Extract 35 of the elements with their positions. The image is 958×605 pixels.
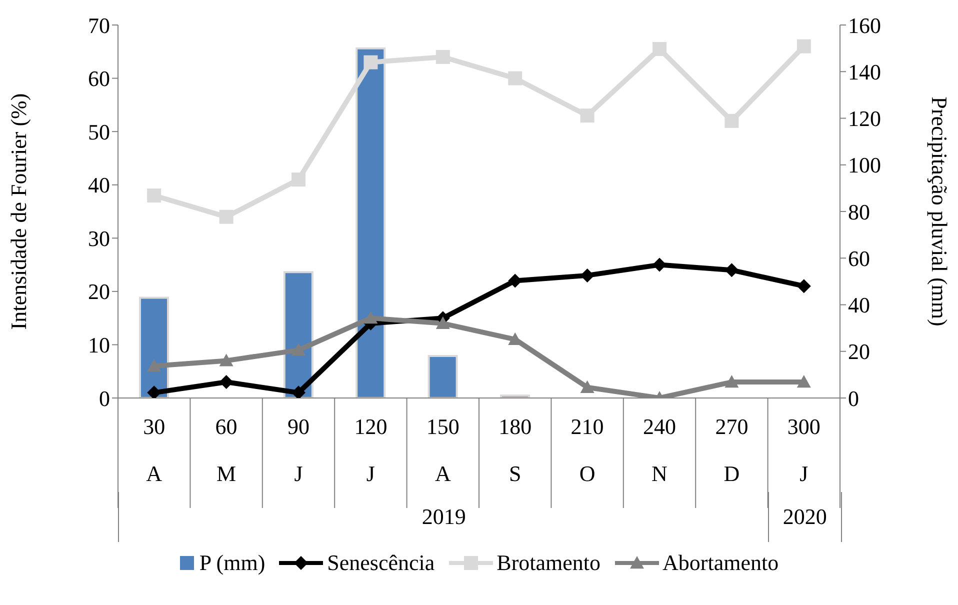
- y-tick-label: 60: [88, 66, 110, 92]
- x-tick-label: 240 N: [643, 414, 676, 486]
- x-tick-label: 300 J: [787, 414, 820, 486]
- y-axis-title: Intensidade de Fourier (%): [6, 93, 31, 330]
- legend-label: Abortamento: [662, 550, 779, 576]
- text: 2019: [118, 492, 769, 542]
- y-tick-label: 50: [88, 119, 110, 144]
- y-tick-label: 10: [88, 332, 110, 358]
- y2-tick-label: 160: [848, 12, 881, 38]
- y-tick-label: 0: [99, 386, 110, 411]
- x-tick-label: 120 J: [354, 414, 388, 486]
- x-tick-label: 210 O: [570, 414, 604, 486]
- y2-tick-label: 0: [848, 386, 859, 411]
- y-tick-label: 20: [88, 279, 110, 304]
- x-tick-label: 60 M: [215, 414, 238, 486]
- x-tick-label: 150 A: [426, 414, 460, 486]
- y2-tick-label: 100: [848, 152, 881, 178]
- y-tick-label: 70: [88, 12, 110, 38]
- text: 2020: [768, 492, 842, 542]
- y2-tick-label: 120: [848, 106, 881, 132]
- x-tick-label: 270 D: [715, 414, 748, 486]
- y-tick-label: 30: [88, 226, 110, 251]
- y2-tick-label: 140: [848, 59, 881, 84]
- x-tick-label: 30 A: [143, 414, 166, 486]
- y-tick-label: 40: [88, 172, 110, 198]
- legend-label: P (mm): [199, 550, 266, 576]
- y2-tick-label: 80: [848, 199, 870, 224]
- y2-tick-label: 20: [848, 339, 870, 364]
- x-tick-label: 90 J: [288, 414, 310, 486]
- legend-label: Brotamento: [496, 550, 601, 576]
- y2-axis-title: Precipitação pluvial (mm): [927, 96, 952, 326]
- y2-tick-label: 40: [848, 292, 870, 318]
- y2-tick-label: 60: [848, 246, 870, 271]
- x-tick-label: 180 S: [498, 414, 532, 486]
- legend-label: Senescência: [327, 550, 435, 576]
